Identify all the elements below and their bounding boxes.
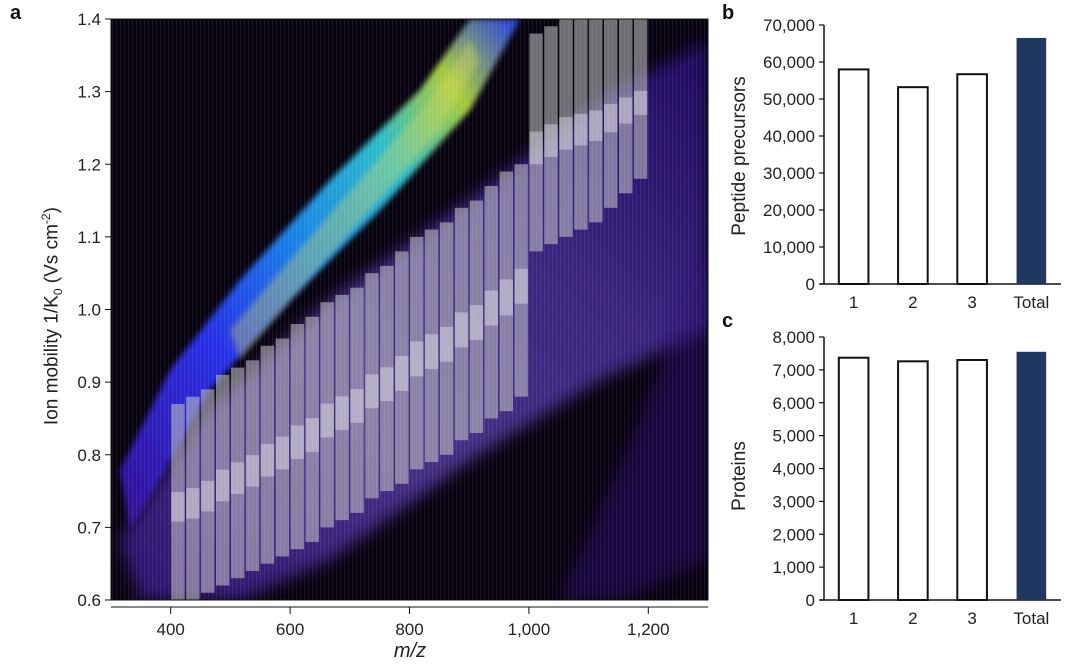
proteins-chart: 0 1,000 2,000 3,000 4,000 5,000 6,000 7,000 8,00…: [720, 320, 1080, 671]
isolation-window: [171, 403, 185, 600]
heatmap-chart: 0.6 0.7 0.8 0.9 1.0 1.1 1.2 1.3 1.4 400 600 800 1,00…: [38, 10, 709, 662]
y-tick-label: 7,000: [772, 361, 815, 380]
x-tick-label: 1,000: [508, 620, 551, 639]
heatmap-x-axis-label: m/z: [393, 640, 427, 662]
x-tick-label: 600: [276, 620, 304, 639]
isolation-window: [215, 374, 230, 586]
y-tick-label: 2,000: [772, 525, 815, 544]
y-tick-label: 0: [806, 275, 815, 294]
y-tick-label: 10,000: [763, 238, 815, 257]
x-tick-label: 1: [849, 293, 858, 312]
x-tick-label: Total: [1013, 293, 1049, 312]
y-tick-label: 1.0: [77, 301, 101, 320]
bar-2: [897, 86, 929, 285]
x-tick-label: 3: [967, 609, 976, 628]
panel-label-b: b: [722, 2, 735, 24]
isolation-window: [559, 19, 573, 237]
heatmap-y-axis-label: Ion mobility 1/K0 (Vs cm-2): [38, 207, 66, 426]
bar-3: [956, 73, 988, 285]
isolation-window: [529, 33, 543, 252]
x-tick-label: 800: [395, 620, 423, 639]
isolation-window: [350, 287, 364, 513]
proteins-bar-plot: 0 1,000 2,000 3,000 4,000 5,000 6,000 7,000 8,00…: [772, 328, 1061, 628]
isolation-window: [454, 207, 469, 441]
bar-1: [837, 356, 870, 602]
y-tick-label: 70,000: [763, 16, 815, 35]
x-tick-label: 1,200: [627, 620, 670, 639]
x-tick-label: Total: [1013, 609, 1049, 628]
y-tick-label: 0.8: [77, 446, 101, 465]
bar-total: [1016, 351, 1047, 600]
isolation-window: [484, 186, 499, 419]
y-tick-label: 0.6: [77, 591, 101, 610]
isolation-window: [230, 367, 245, 579]
isolation-window: [380, 265, 394, 492]
y-tick-label: 1.3: [77, 83, 101, 102]
peptide-y-axis-label: Peptide precursors: [729, 76, 750, 236]
isolation-window: [514, 164, 528, 397]
x-tick-label: 400: [157, 620, 185, 639]
isolation-window: [633, 19, 648, 179]
isolation-window: [410, 236, 424, 470]
isolation-window: [424, 229, 439, 463]
isolation-window: [544, 26, 558, 245]
y-tick-label: 60,000: [763, 53, 815, 72]
isolation-window: [395, 251, 409, 484]
x-tick-label: 3: [967, 293, 976, 312]
y-tick-label: 50,000: [763, 90, 815, 109]
y-tick-label: 0: [806, 591, 815, 610]
y-tick-label: 8,000: [772, 328, 815, 347]
isolation-window: [604, 19, 618, 208]
bar-2: [897, 360, 929, 601]
isolation-windows: [171, 19, 648, 600]
isolation-window: [290, 324, 305, 550]
y-tick-label: 0.9: [77, 373, 101, 392]
proteins-y-axis-label: Proteins: [729, 441, 750, 511]
y-tick-label: 30,000: [763, 164, 815, 183]
heatmap-plot-area: 0.6 0.7 0.8 0.9 1.0 1.1 1.2 1.3 1.4 400 600 800 1,00…: [77, 10, 709, 639]
bar-total: [1016, 37, 1047, 285]
y-tick-label: 0.7: [77, 518, 101, 537]
isolation-window: [260, 345, 275, 564]
isolation-window: [589, 19, 603, 223]
panel-label-c: c: [722, 310, 734, 332]
y-tick-label: 20,000: [763, 201, 815, 220]
isolation-window: [439, 222, 454, 455]
isolation-window: [245, 360, 260, 571]
isolation-window: [186, 396, 200, 600]
isolation-window: [499, 171, 513, 412]
bar-1: [837, 68, 870, 286]
y-tick-label: 5,000: [772, 427, 815, 446]
y-tick-label: 1,000: [772, 558, 815, 577]
y-tick-label: 6,000: [772, 394, 815, 413]
bar-3: [956, 359, 988, 602]
isolation-window: [365, 273, 379, 499]
isolation-window: [201, 389, 215, 593]
x-tick-label: 2: [908, 609, 917, 628]
isolation-window: [469, 200, 484, 433]
peptide-bar-plot: 0 10,000 20,000 30,000 40,000 50,000 60,000 70,…: [763, 16, 1061, 312]
y-tick-label: 4,000: [772, 460, 815, 479]
isolation-window: [335, 294, 349, 521]
y-tick-label: 1.4: [77, 10, 101, 29]
y-tick-label: 3,000: [772, 492, 815, 511]
peptide-precursors-chart: 0 10,000 20,000 30,000 40,000 50,000 60,000 70,…: [720, 0, 1080, 320]
y-tick-label: 1.1: [77, 228, 101, 247]
isolation-window: [574, 19, 588, 230]
isolation-window: [275, 338, 290, 557]
isolation-window: [320, 302, 334, 528]
y-tick-label: 1.2: [77, 155, 101, 174]
x-tick-label: 1: [849, 609, 858, 628]
isolation-window: [305, 316, 319, 542]
y-tick-label: 40,000: [763, 127, 815, 146]
panel-label-a: a: [10, 2, 22, 24]
x-tick-label: 2: [908, 293, 917, 312]
isolation-window: [618, 19, 633, 194]
